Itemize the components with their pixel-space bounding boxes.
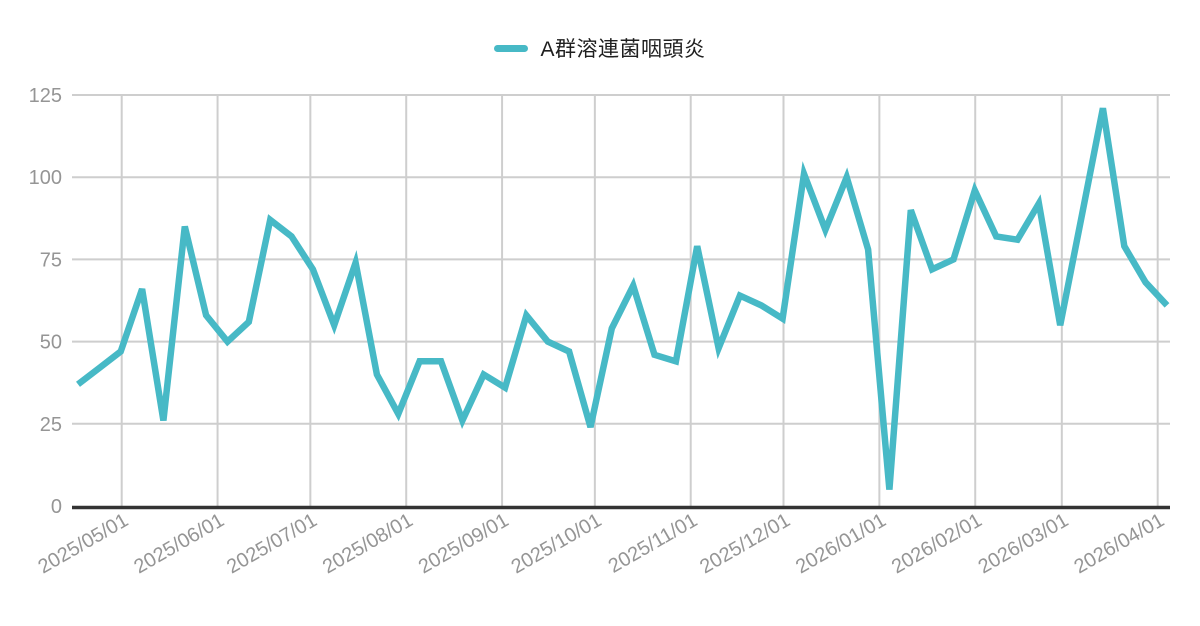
- x-tick-label: 2025/09/01: [415, 509, 513, 578]
- x-tick-label: 2025/06/01: [130, 509, 228, 578]
- y-tick-label: 100: [29, 167, 62, 189]
- y-tick-label: 50: [40, 332, 62, 354]
- x-tick-label: 2025/12/01: [696, 509, 794, 578]
- y-tick-label: 0: [51, 496, 62, 518]
- legend-item[interactable]: A群溶連菌咽頭炎: [494, 33, 705, 63]
- x-tick-label: 2026/01/01: [792, 509, 890, 578]
- legend-line-swatch: [494, 44, 529, 52]
- x-tick-label: 2025/10/01: [508, 509, 606, 578]
- legend-label: A群溶連菌咽頭炎: [540, 38, 706, 61]
- x-tick-label: 2025/07/01: [223, 509, 321, 578]
- y-tick-label: 125: [29, 85, 62, 107]
- legend: A群溶連菌咽頭炎: [0, 33, 1200, 63]
- y-tick-label: 75: [40, 249, 62, 271]
- series-line: [76, 107, 1170, 490]
- x-tick-label: 2026/04/01: [1070, 509, 1168, 578]
- x-tick-label: 2025/11/01: [605, 509, 701, 577]
- x-tick-label: 2025/08/01: [319, 509, 417, 578]
- x-tick-label: 2026/03/01: [975, 509, 1073, 578]
- x-tick-label: 2026/02/01: [888, 509, 986, 578]
- x-tick-label: 2025/05/01: [35, 509, 133, 578]
- y-tick-label: 25: [40, 414, 62, 436]
